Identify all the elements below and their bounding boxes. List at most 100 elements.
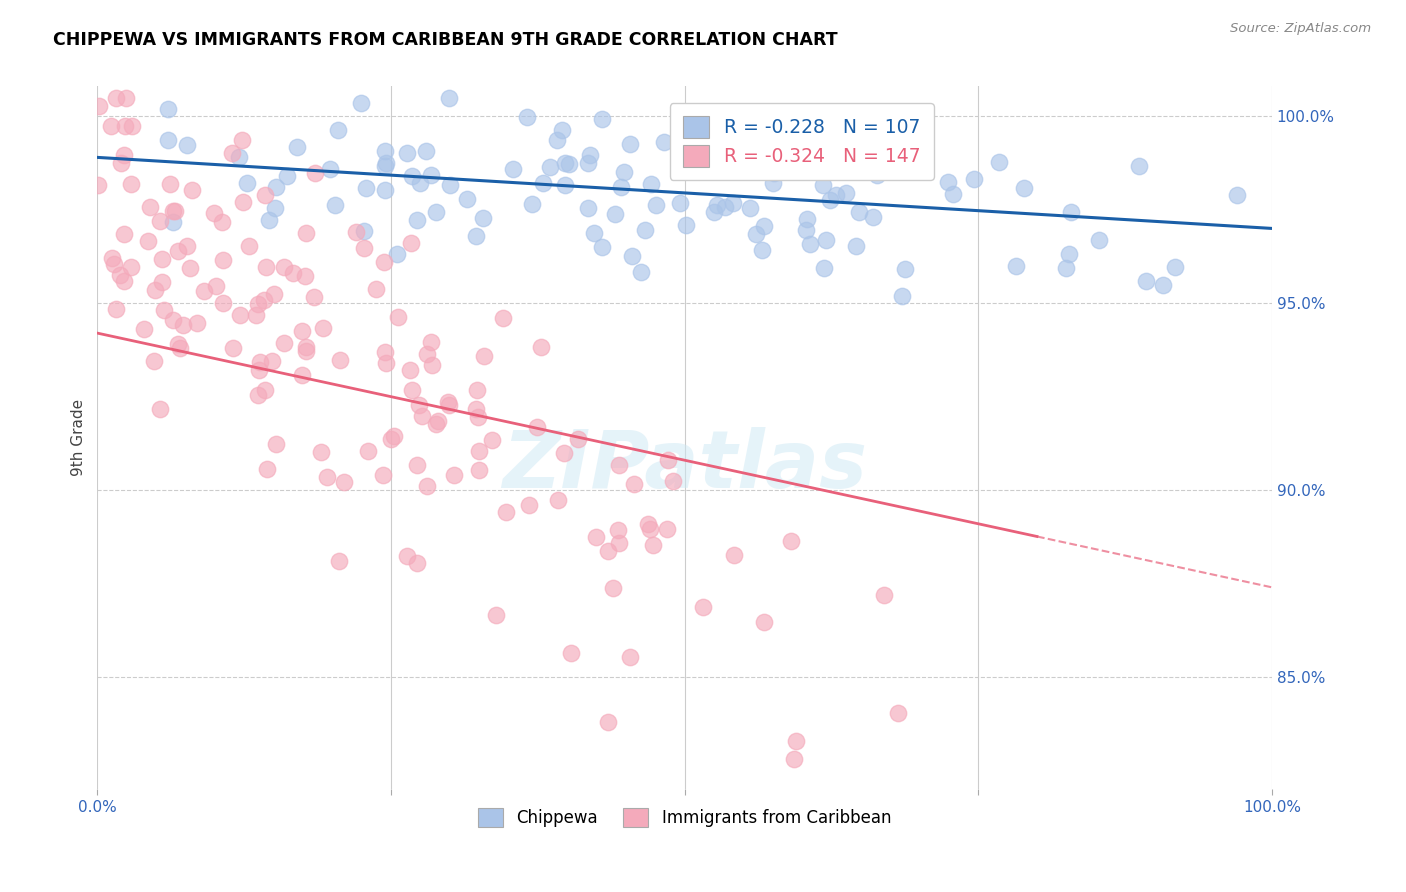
Point xyxy=(591,239,613,253)
Point xyxy=(139,200,162,214)
Point xyxy=(186,317,208,331)
Point xyxy=(576,156,599,170)
Point xyxy=(1004,259,1026,273)
Point xyxy=(481,433,503,447)
Point xyxy=(576,202,599,216)
Point xyxy=(153,303,176,318)
Point xyxy=(754,219,776,234)
Point xyxy=(835,186,858,200)
Point xyxy=(605,207,627,221)
Point xyxy=(419,168,441,182)
Point xyxy=(110,156,132,170)
Point xyxy=(148,214,170,228)
Point xyxy=(406,212,429,227)
Point xyxy=(401,169,423,183)
Point xyxy=(558,157,581,171)
Point xyxy=(169,342,191,356)
Point xyxy=(443,468,465,483)
Point xyxy=(104,301,127,316)
Point xyxy=(662,474,685,488)
Point xyxy=(176,138,198,153)
Point xyxy=(942,186,965,201)
Point xyxy=(212,253,235,268)
Point xyxy=(354,181,377,195)
Point xyxy=(467,444,489,458)
Point xyxy=(405,556,427,570)
Point xyxy=(602,581,624,595)
Point xyxy=(121,120,143,134)
Point xyxy=(374,144,396,158)
Point xyxy=(231,133,253,147)
Point xyxy=(779,533,801,548)
Point xyxy=(285,140,308,154)
Point xyxy=(1152,278,1174,293)
Point xyxy=(1088,233,1111,247)
Point xyxy=(546,133,568,147)
Point xyxy=(437,398,460,412)
Point xyxy=(328,554,350,568)
Point xyxy=(162,215,184,229)
Point xyxy=(634,223,657,237)
Point xyxy=(273,336,295,351)
Point xyxy=(253,188,276,202)
Point xyxy=(1057,246,1080,260)
Point xyxy=(815,234,838,248)
Point xyxy=(751,244,773,258)
Point xyxy=(374,356,396,370)
Point xyxy=(249,355,271,369)
Point xyxy=(101,251,124,265)
Point xyxy=(894,262,917,277)
Point xyxy=(416,479,439,493)
Point xyxy=(495,505,517,519)
Point xyxy=(759,147,782,161)
Point xyxy=(763,165,786,179)
Point xyxy=(333,475,356,489)
Point xyxy=(762,176,785,190)
Point xyxy=(222,341,245,355)
Point xyxy=(156,132,179,146)
Point xyxy=(1054,260,1077,275)
Point xyxy=(302,290,325,304)
Point xyxy=(276,169,298,184)
Point xyxy=(623,477,645,491)
Point xyxy=(205,278,228,293)
Point xyxy=(415,144,437,158)
Point xyxy=(465,229,488,244)
Point xyxy=(1128,159,1150,173)
Point xyxy=(105,90,128,104)
Point xyxy=(235,176,257,190)
Point xyxy=(373,255,395,269)
Point xyxy=(408,176,430,190)
Point xyxy=(254,260,277,274)
Point xyxy=(554,155,576,169)
Point xyxy=(264,437,287,451)
Point xyxy=(825,188,848,202)
Point xyxy=(316,470,339,484)
Point xyxy=(706,198,728,212)
Point xyxy=(439,90,461,104)
Point xyxy=(167,337,190,351)
Point xyxy=(607,458,630,472)
Point xyxy=(143,354,166,368)
Y-axis label: 9th Grade: 9th Grade xyxy=(72,400,86,476)
Point xyxy=(938,175,960,189)
Point xyxy=(467,410,489,425)
Point xyxy=(162,312,184,326)
Point xyxy=(1060,204,1083,219)
Point xyxy=(143,283,166,297)
Point xyxy=(640,177,662,191)
Point xyxy=(416,347,439,361)
Point xyxy=(238,239,260,253)
Point xyxy=(1163,260,1185,274)
Point xyxy=(263,202,285,216)
Point xyxy=(890,289,912,303)
Point xyxy=(228,150,250,164)
Point xyxy=(714,200,737,214)
Point xyxy=(254,383,277,397)
Point xyxy=(516,110,538,124)
Point xyxy=(325,198,347,212)
Point xyxy=(530,340,553,354)
Point xyxy=(643,538,665,552)
Point xyxy=(963,171,986,186)
Point xyxy=(159,177,181,191)
